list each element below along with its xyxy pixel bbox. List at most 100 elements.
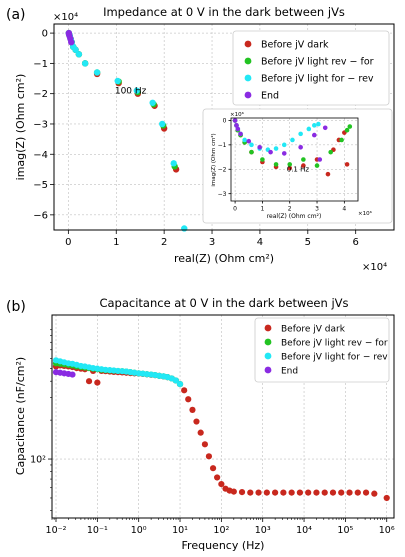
- point-before-jv-light-for-rev-6: [72, 46, 79, 53]
- cap-point-before-jv-dark-38: [209, 465, 217, 472]
- cap-point-before-jv-dark-43: [230, 488, 237, 495]
- point-before-jv-light-for-rev-5: [249, 142, 254, 148]
- tick-label-freq-1: 10⁻¹: [87, 525, 108, 536]
- point-before-jv-light-rev-for-10: [314, 163, 320, 168]
- tick-label-y--6: −6: [33, 210, 48, 221]
- tick-label-x-1: 1: [113, 237, 119, 248]
- point-before-jv-light-for-rev-15: [181, 225, 188, 232]
- cap-point-before-jv-light-for-rev-30: [176, 380, 184, 388]
- tick-label-y-0: 0: [223, 118, 227, 125]
- point-end-11: [322, 125, 328, 131]
- point-before-jv-light-for-rev-13: [312, 123, 317, 128]
- legend-b-marker-end: [264, 366, 272, 374]
- point-before-jv-light-for-rev-9: [281, 142, 287, 148]
- tick-label-y-0: 0: [42, 29, 48, 40]
- point-before-jv-light-rev-for-9: [301, 157, 306, 162]
- impedance-x-label: real(Z) (Ohm cm²): [174, 252, 274, 265]
- tick-label-freq-6: 10⁴: [296, 525, 312, 536]
- legend-b-marker-before-dark: [264, 324, 272, 332]
- tick-label-x-5: 5: [305, 237, 311, 248]
- legend-b-before-dark: Before jV dark: [281, 325, 346, 335]
- inset-y-multiplier: ×10⁶: [230, 111, 245, 118]
- tick-label-x-4: 4: [342, 206, 346, 213]
- legend-a-before-dark: Before jV dark: [261, 40, 329, 51]
- cap-point-before-jv-dark-59: [362, 489, 370, 496]
- tick-label-freq-4: 10²: [213, 525, 229, 536]
- point-before-jv-light-for-rev-4: [242, 137, 247, 143]
- cap-point-before-jv-dark-45: [247, 489, 254, 496]
- point-before-jv-light-rev-for-11: [328, 149, 333, 155]
- capacitance-y-label: Capacitance (nF/cm²): [14, 357, 27, 475]
- tick-label-x-6: 6: [353, 237, 359, 248]
- cap-point-before-jv-dark-51: [296, 489, 304, 496]
- cap-point-before-jv-dark-31: [181, 387, 188, 394]
- legend-a-marker-before-dark: [244, 40, 252, 48]
- capacitance-x-label: Frequency (Hz): [182, 539, 265, 552]
- point-before-jv-light-for-rev-14: [170, 160, 177, 167]
- tick-label-y--1: −1: [218, 142, 227, 149]
- cap-point-before-jv-dark-58: [354, 489, 361, 496]
- inset-plot-frame: [230, 117, 359, 202]
- capacitance-title: Capacitance at 0 V in the dark between j…: [99, 296, 348, 310]
- inset-y-label: imag(Z) (Ohm cm²): [210, 133, 217, 186]
- tick-label-x-0: 0: [65, 237, 71, 248]
- cap-point-before-jv-dark-49: [280, 489, 287, 496]
- cap-point-before-jv-dark-10: [94, 379, 101, 386]
- point-before-jv-light-rev-for-12: [339, 137, 344, 143]
- point-before-jv-light-for-rev-12: [149, 99, 156, 106]
- point-end-0: [232, 118, 238, 123]
- tick-label-x-3: 3: [315, 206, 319, 213]
- point-before-jv-light-for-rev-11: [298, 131, 303, 137]
- point-end-7: [281, 151, 287, 156]
- point-end-1: [234, 123, 239, 128]
- legend-a-marker-light-rev-for: [244, 57, 252, 65]
- point-end-3: [238, 131, 243, 137]
- capacitance-legend: Before jV dark Before jV light rev − for…: [254, 317, 390, 383]
- cap-point-before-jv-dark-33: [189, 406, 196, 413]
- cap-point-before-jv-dark-37: [205, 453, 213, 460]
- cap-point-before-jv-dark-39: [214, 474, 221, 481]
- point-before-jv-light-rev-for-7: [273, 162, 279, 167]
- point-before-jv-light-rev-for-6: [260, 157, 265, 162]
- tick-label-freq-2: 10⁰: [131, 525, 147, 536]
- legend-b-light-rev-for: Before jV light rev − for: [281, 339, 388, 349]
- cap-point-before-jv-dark-53: [313, 489, 320, 496]
- legend-a-marker-light-for-rev: [244, 74, 252, 82]
- point-end-2: [235, 126, 241, 132]
- tick-label-x-3: 3: [209, 237, 215, 248]
- cap-point-before-jv-dark-32: [185, 396, 192, 403]
- legend-b-light-for-rev: Before jV light for − rev: [281, 353, 388, 363]
- tick-label-freq-5: 10³: [255, 525, 271, 536]
- impedance-plot-frame: [53, 23, 395, 231]
- inset-x-label: real(Z) (Ohm cm²): [267, 213, 322, 220]
- cap-point-before-jv-light-for-rev-29: [172, 377, 179, 384]
- cap-point-before-jv-dark-34: [193, 418, 200, 425]
- point-before-jv-light-for-rev-14: [316, 121, 321, 127]
- legend-a-light-for-rev: Before jV light for − rev: [261, 74, 374, 85]
- impedance-y-multiplier: ×10⁴: [53, 12, 78, 23]
- point-before-jv-light-for-rev-8: [273, 146, 279, 151]
- cap-point-before-jv-dark-61: [383, 494, 390, 502]
- impedance-x-multiplier: ×10⁴: [362, 262, 387, 273]
- tick-label-y--2: −2: [33, 89, 48, 100]
- inset-x-multiplier: ×10⁶: [358, 210, 373, 217]
- legend-a-light-rev-for: Before jV light rev − for: [261, 57, 374, 68]
- point-before-jv-dark-11: [325, 171, 331, 177]
- tick-label-y--5: −5: [33, 180, 48, 191]
- point-end-8: [298, 144, 303, 150]
- cap-point-end-4: [69, 371, 76, 378]
- point-before-jv-dark-9: [301, 163, 306, 168]
- cap-point-before-jv-dark-8: [85, 378, 93, 385]
- point-before-jv-light-for-rev-11: [133, 87, 141, 94]
- impedance-inset: 0 1 2 3 4 0 −1 −2 −3 ×10⁶ ×10⁶ real(Z) (Ohm cm²)…: [202, 108, 393, 224]
- tick-label-freq-8: 10⁶: [379, 525, 395, 536]
- point-end-9: [312, 132, 317, 138]
- cap-point-before-jv-dark-47: [263, 489, 270, 496]
- point-end-3: [68, 38, 75, 46]
- point-before-jv-light-rev-for-8: [287, 162, 293, 167]
- point-before-jv-light-for-rev-13: [159, 120, 166, 128]
- cap-point-before-jv-dark-44: [238, 489, 246, 496]
- point-before-jv-dark-8: [287, 165, 293, 171]
- cap-point-before-jv-dark-36: [201, 441, 209, 448]
- point-before-jv-light-for-rev-7: [75, 51, 83, 58]
